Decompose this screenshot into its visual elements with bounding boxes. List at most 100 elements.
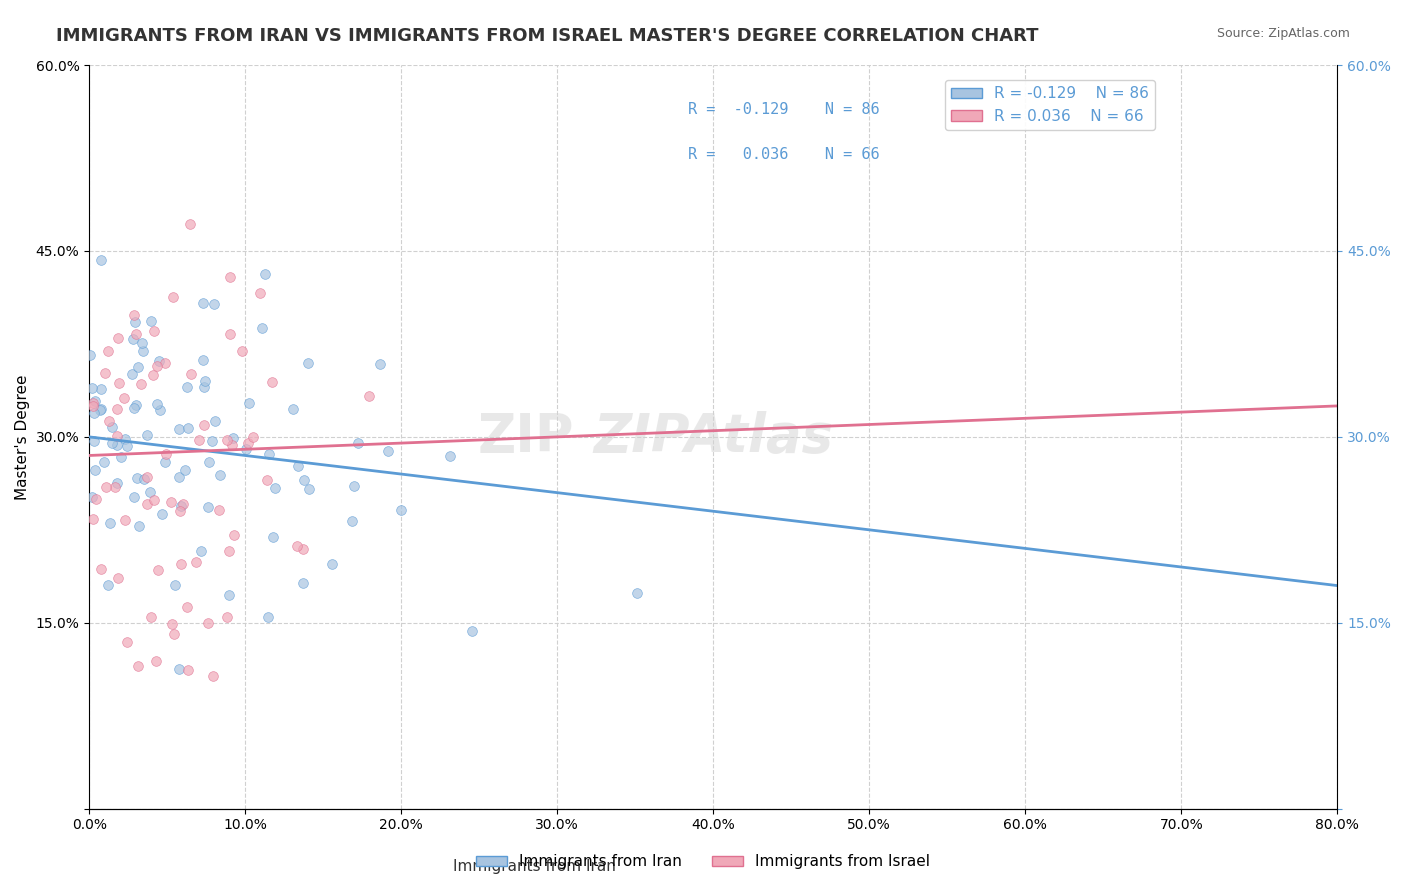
Point (145, 397, 167, 411)
Point (170, 557, 193, 571)
Point (222, 528, 245, 542)
Point (105, 475, 128, 490)
Point (167, 470, 190, 484)
Point (94, 366, 117, 380)
Point (127, 470, 149, 484)
Point (188, 433, 211, 447)
Point (82, 395, 104, 409)
Point (176, 663, 198, 677)
Point (257, 447, 280, 461)
Point (236, 435, 259, 450)
Point (208, 503, 231, 517)
Point (93, 455, 115, 469)
Point (80, 490, 103, 504)
Point (114, 513, 136, 527)
Text: Source: ZipAtlas.com: Source: ZipAtlas.com (1216, 27, 1350, 40)
Point (127, 359, 149, 374)
Point (155, 447, 177, 461)
Point (626, 586, 648, 600)
Point (321, 557, 343, 571)
Point (143, 492, 166, 507)
Point (256, 609, 278, 624)
Point (285, 539, 308, 553)
Point (389, 503, 412, 517)
Point (193, 417, 215, 432)
Point (105, 429, 128, 443)
Point (142, 368, 165, 383)
Point (340, 514, 363, 528)
Point (129, 377, 152, 392)
Text: IMMIGRANTS FROM IRAN VS IMMIGRANTS FROM ISRAEL MASTER'S DEGREE CORRELATION CHART: IMMIGRANTS FROM IRAN VS IMMIGRANTS FROM … (56, 27, 1039, 45)
Point (82, 399, 104, 413)
Point (173, 463, 195, 477)
Point (114, 432, 136, 446)
Point (98, 414, 121, 428)
Point (142, 324, 165, 338)
Point (101, 436, 124, 450)
Text: ZIPAtlas: ZIPAtlas (593, 411, 834, 463)
Point (138, 484, 160, 499)
Point (135, 469, 157, 483)
Point (198, 455, 221, 469)
Point (191, 352, 214, 367)
Point (262, 530, 284, 544)
Point (97, 577, 120, 591)
Point (128, 519, 150, 533)
Point (215, 433, 238, 447)
Point (90, 561, 112, 575)
Point (343, 479, 366, 493)
Legend: Immigrants from Iran, Immigrants from Israel: Immigrants from Iran, Immigrants from Is… (470, 848, 936, 875)
Text: Immigrants from Iran: Immigrants from Iran (453, 859, 616, 874)
Point (283, 401, 305, 416)
Point (204, 414, 226, 428)
Point (167, 662, 190, 676)
Point (127, 659, 149, 673)
Point (222, 431, 245, 445)
Point (100, 420, 122, 434)
Point (260, 376, 283, 390)
Point (83, 406, 105, 420)
Point (197, 500, 219, 514)
Point (298, 482, 321, 496)
Point (197, 615, 219, 630)
Point (297, 356, 319, 370)
Point (110, 450, 132, 465)
Point (167, 422, 190, 436)
Point (139, 610, 162, 624)
Point (235, 442, 257, 456)
Legend: R = -0.129    N = 86, R = 0.036    N = 66: R = -0.129 N = 86, R = 0.036 N = 66 (945, 80, 1154, 130)
Point (115, 439, 138, 453)
Point (165, 578, 187, 592)
Point (287, 459, 309, 474)
Point (89, 403, 111, 417)
Point (242, 430, 264, 444)
Point (107, 571, 129, 585)
Point (263, 481, 285, 495)
Point (162, 290, 184, 304)
Point (249, 286, 271, 301)
Point (107, 331, 129, 345)
Point (155, 356, 177, 370)
Point (94, 479, 117, 493)
Point (180, 367, 202, 381)
Point (125, 398, 148, 412)
Point (169, 503, 191, 517)
Point (163, 627, 186, 641)
Point (256, 473, 278, 487)
Point (201, 434, 224, 448)
Point (121, 367, 143, 381)
Point (148, 354, 170, 368)
Point (115, 635, 138, 649)
Point (83, 434, 105, 448)
Point (122, 308, 145, 322)
Point (177, 421, 200, 435)
Point (125, 327, 148, 342)
Point (132, 344, 155, 359)
Point (79, 348, 101, 362)
Point (461, 624, 484, 638)
Point (84, 491, 107, 506)
Point (145, 655, 167, 669)
Point (136, 428, 159, 442)
Point (122, 332, 145, 346)
Text: ZIP: ZIP (478, 411, 574, 463)
